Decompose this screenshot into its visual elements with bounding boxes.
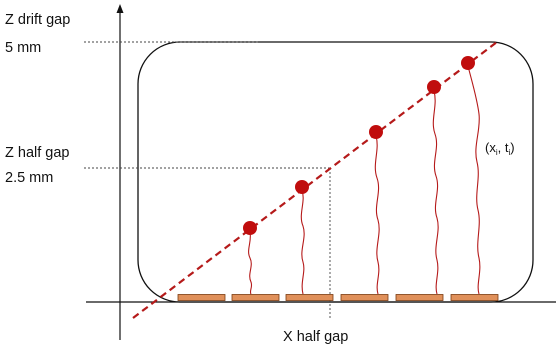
drift-path: [374, 135, 380, 295]
readout-strip: [177, 294, 226, 301]
ionization-hits: [243, 56, 475, 235]
z-half-gap-label: Z half gap: [5, 145, 70, 161]
readout-strip: [285, 294, 334, 301]
x-half-gap-label: X half gap: [283, 329, 348, 345]
hit-label-sub-x: i: [496, 148, 498, 157]
z-drift-gap-label: Z drift gap: [5, 12, 70, 28]
particle-track: [132, 41, 498, 319]
hit-label-prefix: (x: [485, 140, 496, 155]
drift-paths: [248, 65, 481, 295]
z-half-gap-value: 2.5 mm: [5, 170, 53, 186]
drift-path: [248, 231, 253, 295]
hit-label-sub-t: i: [508, 148, 510, 157]
hit-label-suffix: ): [510, 140, 514, 155]
z-drift-gap-value: 5 mm: [5, 40, 41, 56]
readout-strip: [395, 294, 444, 301]
readout-strip: [231, 294, 280, 301]
hit-coordinate-label: (xi, ti): [485, 140, 515, 157]
ionization-hit: [243, 221, 257, 235]
drift-path: [467, 65, 481, 295]
ionization-hit: [461, 56, 475, 70]
drift-path: [432, 90, 439, 295]
drift-path: [300, 189, 305, 295]
ionization-hit: [369, 125, 383, 139]
readout-strip: [340, 294, 389, 301]
readout-strip: [450, 294, 499, 301]
hit-label-mid: , t: [498, 140, 509, 155]
ionization-hit: [295, 180, 309, 194]
drift-volume: [137, 41, 534, 303]
z-axis-arrowhead: [116, 4, 124, 13]
readout-strips: [177, 294, 499, 301]
ionization-hit: [427, 80, 441, 94]
